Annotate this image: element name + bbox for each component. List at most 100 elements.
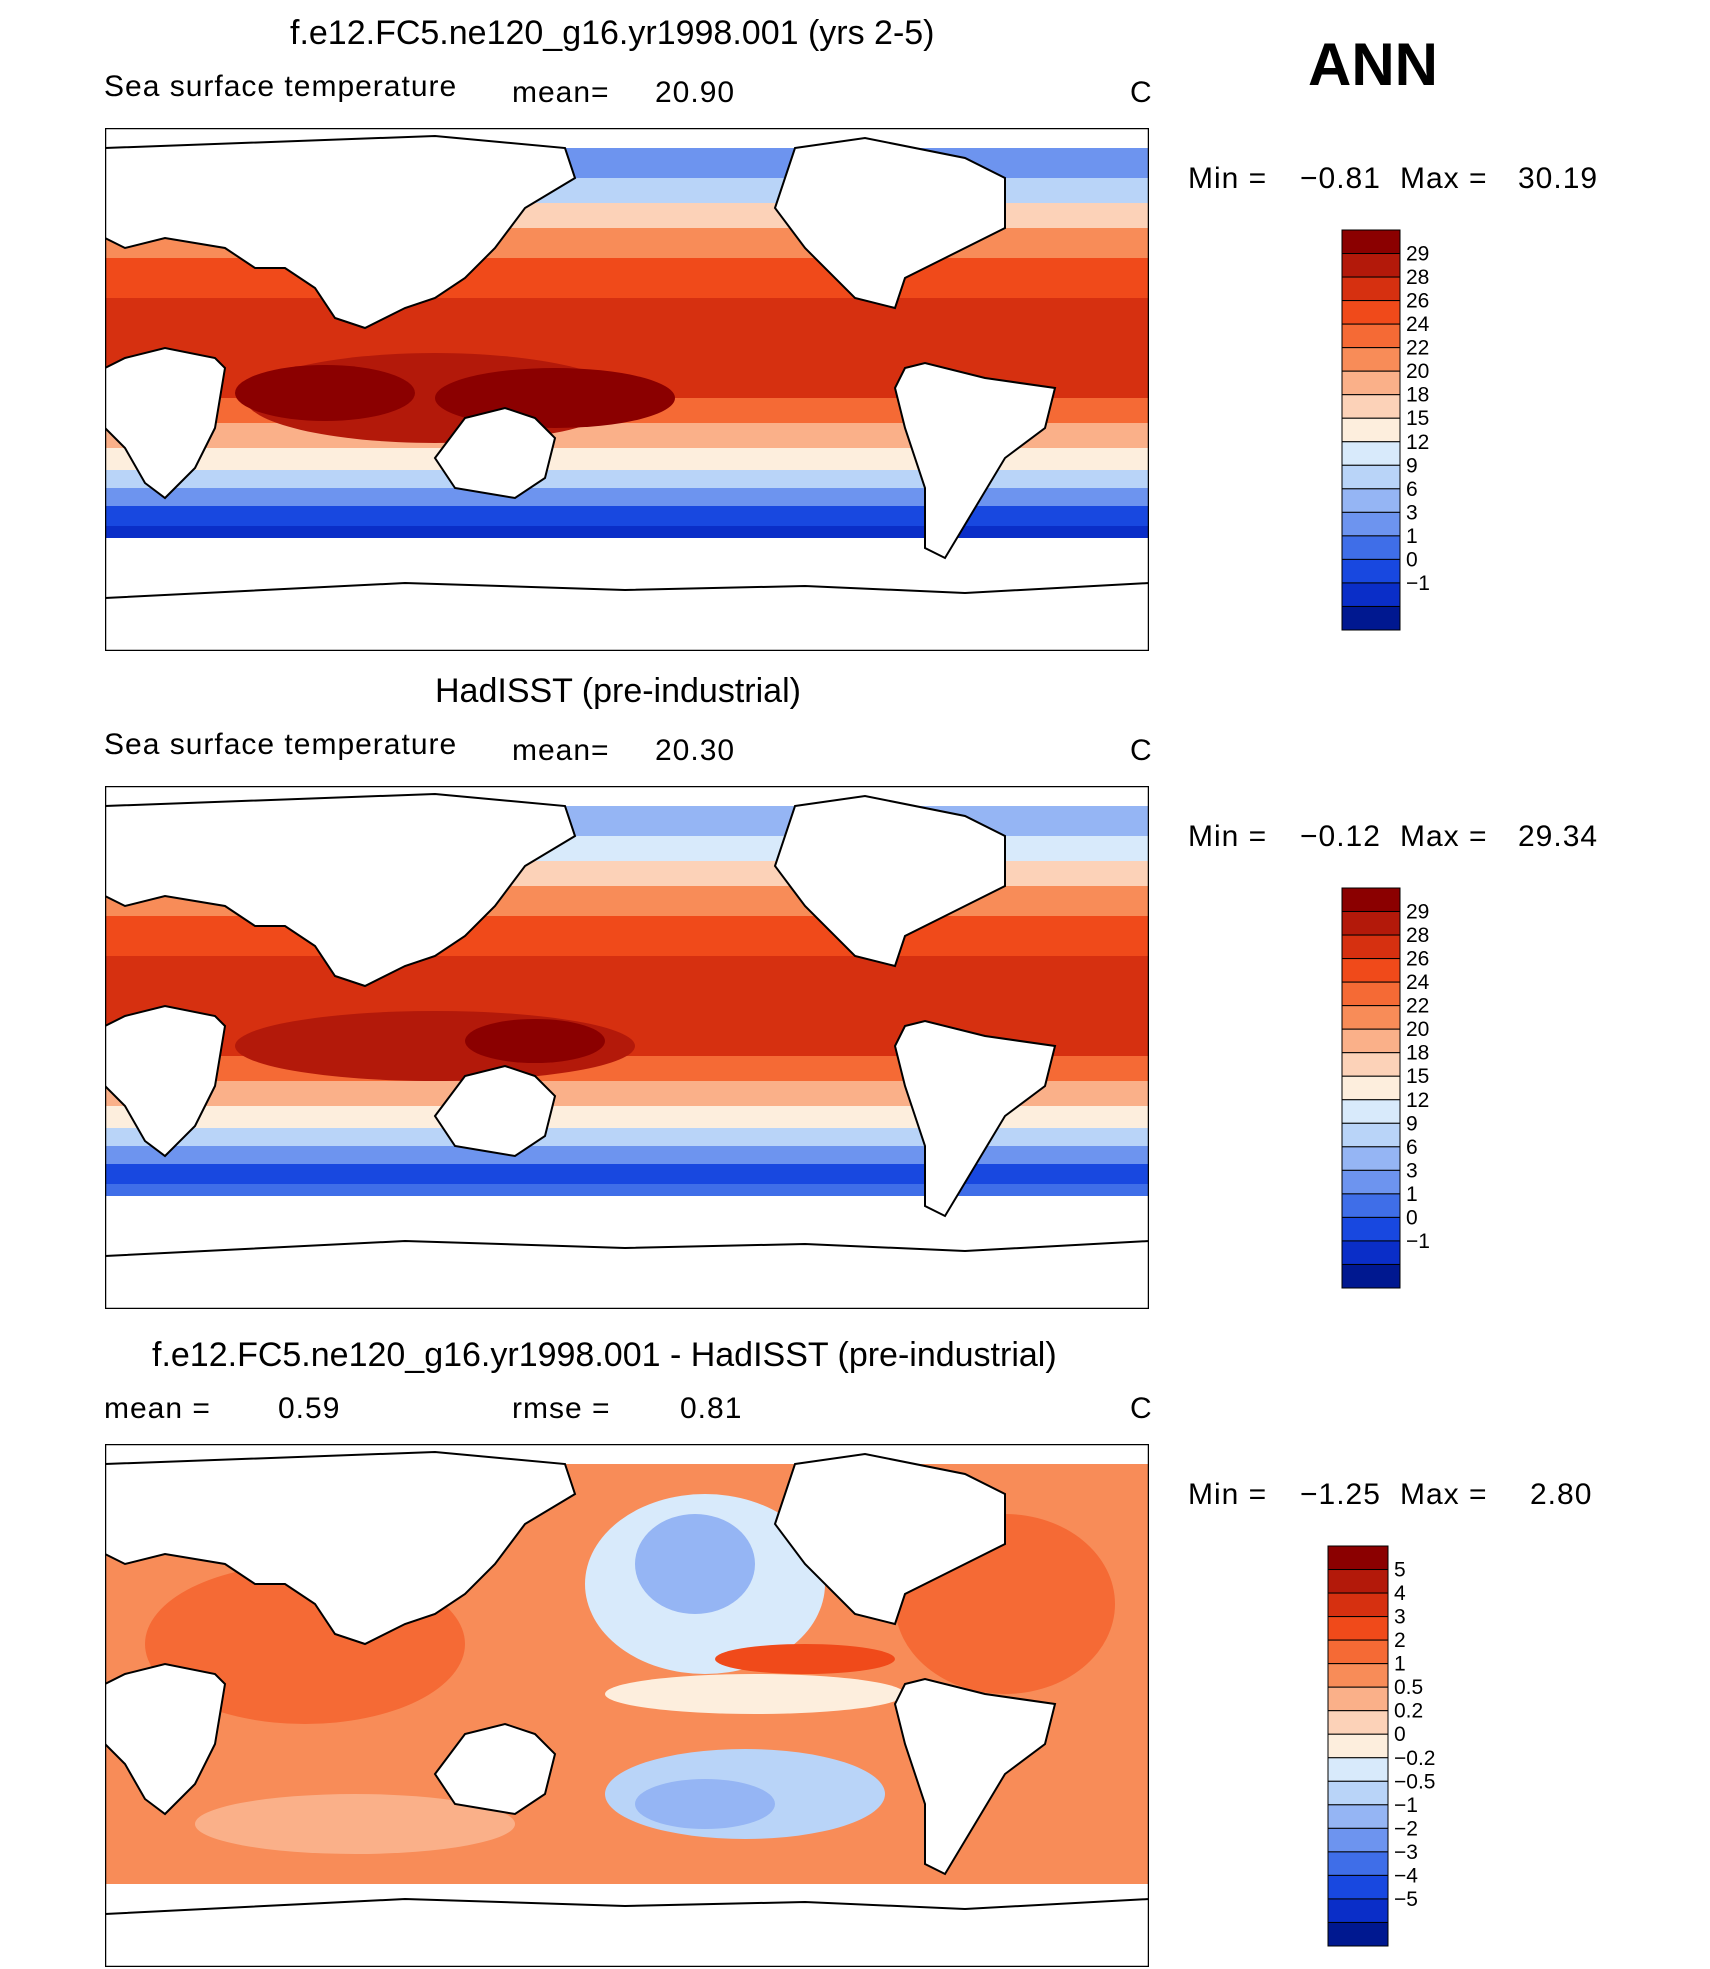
- panel-3-colorbar: 5 4 3 2 1 0.5 0.2 0 −0.2 −0.5 −1 −2 −3 −4 −5: [1326, 1544, 1500, 1969]
- panel-3-colorbar-label: 0: [1394, 1723, 1406, 1746]
- panel-1-colorbar-swatch: [1341, 323, 1401, 349]
- panel-3-colorbar-label: 5: [1394, 1559, 1406, 1582]
- panel-2-max-value: 29.34: [1518, 820, 1599, 853]
- panel-3-colorbar-label: 4: [1394, 1582, 1406, 1605]
- panel-2-colorbar-swatch: [1341, 1146, 1401, 1171]
- panel-2-colorbar-swatch: [1341, 1028, 1401, 1054]
- panel-1-colorbar-label: 6: [1406, 478, 1418, 501]
- panel-3-rmse-label: rmse =: [512, 1392, 611, 1425]
- panel-3-min-value: −1.25: [1300, 1478, 1381, 1511]
- panel-1-colorbar-swatch: [1341, 276, 1401, 302]
- panel-2-title: HadISST (pre-industrial): [435, 672, 801, 710]
- panel-3-rmse-value: 0.81: [680, 1392, 743, 1425]
- panel-2-mean-label: mean=: [512, 734, 610, 767]
- panel-2-min-value: −0.12: [1300, 820, 1381, 853]
- panel-3-colorbar-swatch: [1327, 1592, 1389, 1618]
- panel-3-colorbar-swatch: [1327, 1921, 1389, 1947]
- panel-3-colorbar-label: −4: [1394, 1864, 1418, 1887]
- panel-3-colorbar-label: 0.2: [1394, 1700, 1423, 1723]
- panel-3-colorbar-label: −0.5: [1394, 1770, 1435, 1793]
- panel-1-min-value: −0.81: [1300, 162, 1381, 195]
- panel-3-colorbar-swatch: [1327, 1827, 1389, 1853]
- panel-1-colorbar-swatch: [1341, 558, 1401, 584]
- panel-2-units: C: [1130, 734, 1153, 767]
- panel-1-colorbar-label: 26: [1406, 290, 1429, 313]
- panel-3-mean-value: 0.59: [278, 1392, 341, 1425]
- panel-3-colorbar-swatch: [1327, 1733, 1389, 1759]
- panel-3-max-value: 2.80: [1530, 1478, 1593, 1511]
- panel-2-colorbar-label: −1: [1406, 1230, 1430, 1253]
- panel-2-colorbar-label: 3: [1406, 1159, 1418, 1182]
- panel-2-colorbar-label: 6: [1406, 1136, 1418, 1159]
- panel-2-colorbar: 29 28 26 24 22 20 18 15 12 9 6 3 1 0 −1: [1340, 886, 1500, 1311]
- panel-1-colorbar-swatch: [1341, 253, 1401, 278]
- panel-1-max-value: 30.19: [1518, 162, 1599, 195]
- panel-1-colorbar-swatch: [1341, 535, 1401, 560]
- panel-1-colorbar-swatch: [1341, 488, 1401, 513]
- panel-1-variable: Sea surface temperature: [104, 70, 458, 103]
- panel-3-colorbar-swatch: [1327, 1545, 1389, 1571]
- panel-2-map: [105, 786, 1149, 1309]
- panel-1-colorbar-swatch: [1341, 441, 1401, 466]
- panel-2-colorbar-label: 1: [1406, 1183, 1418, 1206]
- panel-2-colorbar-swatch: [1341, 1193, 1401, 1218]
- panel-1-colorbar-swatch: [1341, 605, 1401, 631]
- panel-3-colorbar-swatch: [1327, 1710, 1389, 1735]
- panel-2-colorbar-label: 29: [1406, 901, 1429, 924]
- panel-2-colorbar-swatch: [1341, 887, 1401, 913]
- panel-3-colorbar-swatch: [1327, 1898, 1389, 1923]
- panel-3-colorbar-label: 0.5: [1394, 1676, 1423, 1699]
- panel-1-colorbar-label: 20: [1406, 360, 1429, 383]
- panel-1-max-label: Max =: [1400, 162, 1488, 195]
- panel-1-colorbar-swatch: [1341, 347, 1401, 372]
- panel-1-map: [105, 128, 1149, 651]
- panel-3-colorbar-label: −2: [1394, 1817, 1418, 1840]
- panel-2-colorbar-label: 12: [1406, 1089, 1429, 1112]
- panel-2-colorbar-swatch: [1341, 1005, 1401, 1030]
- panel-2-colorbar-label: 15: [1406, 1065, 1429, 1088]
- panel-3-mean-label: mean =: [104, 1392, 211, 1425]
- panel-2-colorbar-swatch: [1341, 1263, 1401, 1289]
- panel-3-colorbar-label: −1: [1394, 1794, 1418, 1817]
- panel-3-max-label: Max =: [1400, 1478, 1488, 1511]
- panel-3-colorbar-swatch: [1327, 1569, 1389, 1594]
- panel-2-colorbar-label: 24: [1406, 971, 1430, 994]
- panel-1-units: C: [1130, 76, 1153, 109]
- panel-3-colorbar-swatch: [1327, 1663, 1389, 1688]
- panel-1-colorbar-label: 18: [1406, 384, 1429, 407]
- panel-1-colorbar-swatch: [1341, 417, 1401, 443]
- panel-1-colorbar-swatch: [1341, 229, 1401, 255]
- panel-2-colorbar-label: 0: [1406, 1206, 1418, 1229]
- panel-1-colorbar-swatch: [1341, 300, 1401, 325]
- panel-3-colorbar-swatch: [1327, 1639, 1389, 1665]
- panel-2-colorbar-label: 20: [1406, 1018, 1429, 1041]
- panel-2-colorbar-label: 18: [1406, 1042, 1429, 1065]
- panel-3-colorbar-swatch: [1327, 1851, 1389, 1876]
- panel-1-colorbar-label: 15: [1406, 407, 1429, 430]
- panel-3-title: f.e12.FC5.ne120_g16.yr1998.001 - HadISST…: [152, 1336, 1057, 1374]
- panel-2-colorbar-swatch: [1341, 1169, 1401, 1195]
- panel-1-colorbar-label: 3: [1406, 501, 1418, 524]
- panel-1-colorbar-label: −1: [1406, 572, 1430, 595]
- panel-2-max-label: Max =: [1400, 820, 1488, 853]
- panel-2-colorbar-swatch: [1341, 1075, 1401, 1101]
- panel-3-colorbar-swatch: [1327, 1616, 1389, 1641]
- panel-1-colorbar-swatch: [1341, 394, 1401, 419]
- panel-2-colorbar-swatch: [1341, 934, 1401, 960]
- panel-3-colorbar-label: 1: [1394, 1653, 1406, 1676]
- panel-3-min-label: Min =: [1188, 1478, 1268, 1511]
- panel-1-colorbar-label: 12: [1406, 431, 1429, 454]
- panel-1-colorbar: 29 28 26 24 22 20 18 15 12 9 6 3 1 0 −1: [1340, 228, 1500, 653]
- panel-2-colorbar-swatch: [1341, 1099, 1401, 1124]
- panel-2-colorbar-label: 28: [1406, 924, 1429, 947]
- panel-2-colorbar-label: 9: [1406, 1112, 1418, 1135]
- panel-2-colorbar-label: 22: [1406, 995, 1429, 1018]
- panel-3-map: [105, 1444, 1149, 1967]
- panel-1-min-label: Min =: [1188, 162, 1268, 195]
- panel-2-variable: Sea surface temperature: [104, 728, 458, 761]
- panel-2-colorbar-label: 26: [1406, 948, 1429, 971]
- panel-3-colorbar-label: −5: [1394, 1888, 1418, 1911]
